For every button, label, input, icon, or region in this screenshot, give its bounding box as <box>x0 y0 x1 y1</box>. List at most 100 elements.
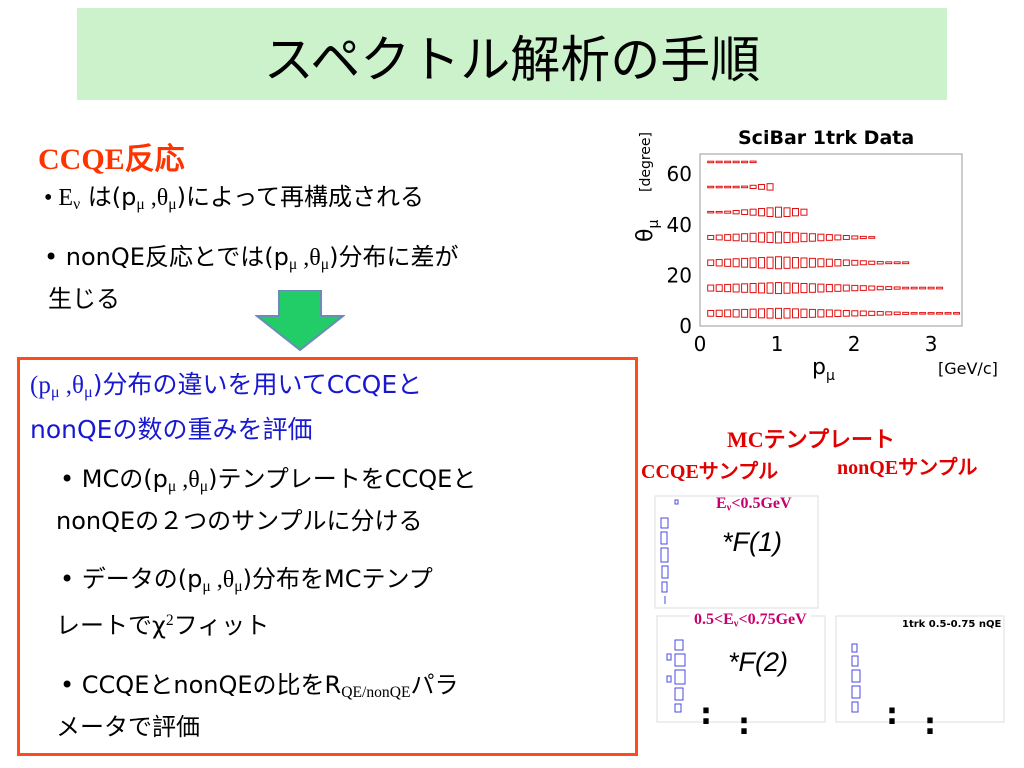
histogram-box <box>834 234 842 241</box>
histogram-box <box>783 207 791 218</box>
histogram-box <box>808 257 816 268</box>
histogram-box <box>902 286 910 290</box>
histogram-box <box>859 285 867 291</box>
bullet-distribution-difference: • nonQE反応とでは(pμ ,θμ)分布に差が 生じる <box>44 240 458 316</box>
histogram-box <box>707 185 715 189</box>
x-axis-unit: [GeV/c] <box>938 359 998 378</box>
x-axis-label: pμ <box>812 355 835 384</box>
histogram-box <box>732 233 740 242</box>
histogram-box <box>766 308 774 319</box>
histogram-box <box>808 233 816 242</box>
continuation-dots: : <box>700 697 712 732</box>
histogram-box <box>893 261 901 265</box>
scibar-data-plot: SciBar 1trk Data 0 20 40 60 0 1 2 3 θμ [degree… <box>633 127 998 384</box>
bullet-text: レートでχ <box>56 611 166 640</box>
page-title: スペクトル解析の手順 <box>263 31 761 89</box>
method-box: (pμ ,θμ)分布の違いを用いてCCQEと nonQEの数の重みを評価 • M… <box>17 357 638 756</box>
histogram-box <box>851 259 859 266</box>
histogram-box <box>749 208 757 216</box>
histogram-box <box>766 231 774 244</box>
bullet-ratio-parameter: • CCQEとnonQEの比をRQE/nonQEパラ メータで評価 <box>56 668 459 744</box>
histogram-box <box>749 283 757 294</box>
box-heading-text: (p <box>30 372 51 399</box>
continuation-dots: : <box>738 707 750 742</box>
histogram-box <box>851 284 859 292</box>
plot-title: SciBar 1trk Data <box>738 127 914 149</box>
y-ticks: 0 20 40 60 <box>667 162 692 338</box>
histogram-box <box>749 160 757 164</box>
histogram-box <box>927 286 935 290</box>
continuation-dots: : <box>886 697 898 732</box>
histogram-box <box>902 261 910 265</box>
histogram-box <box>741 209 749 216</box>
bullet-chi2-fit: • データの(pμ ,θμ)分布をMCテンプ レートでχ2フィット <box>56 562 433 642</box>
histogram-box <box>936 286 944 290</box>
histogram-box <box>732 210 740 215</box>
histogram-box <box>724 185 732 189</box>
histogram-box <box>893 311 901 316</box>
histogram-box <box>715 259 723 267</box>
bullet-text: ,θ <box>176 467 200 493</box>
histogram-box <box>893 286 901 290</box>
histogram-box <box>783 282 791 294</box>
histogram-box <box>825 309 833 318</box>
x-tick-label: 3 <box>925 332 938 356</box>
thumb-title: 1trk 0.5-0.75 nQE <box>902 619 1001 630</box>
histogram-box <box>741 233 749 242</box>
subscript: μ <box>50 383 60 402</box>
histogram-box <box>876 311 884 316</box>
nonqe-sample-label: nonQEサンプル <box>837 457 978 479</box>
bullet-text: • MCの(p <box>60 465 168 493</box>
y-axis-unit: [degree] <box>638 132 654 192</box>
histogram-box <box>724 160 732 164</box>
histogram-box <box>834 309 842 317</box>
histogram-box <box>775 231 783 244</box>
histogram-box <box>885 261 893 265</box>
histogram-box <box>859 235 867 240</box>
ccqe-template-bin2 <box>655 614 827 724</box>
histogram-box <box>817 233 825 242</box>
bullet-text: • E <box>44 185 74 211</box>
histogram-box <box>732 258 740 268</box>
bullet-text: ,θ <box>297 245 321 271</box>
subscript: μ <box>199 477 209 495</box>
bullet-text: ,θ <box>210 567 235 593</box>
histogram-box <box>707 309 715 317</box>
histogram-box <box>758 183 766 190</box>
histogram-box <box>885 286 893 290</box>
histogram-box <box>715 234 723 241</box>
histogram-box <box>842 234 850 240</box>
superscript: 2 <box>165 611 174 629</box>
bullet-text: • データの(p <box>60 565 203 593</box>
histogram-box <box>775 282 783 295</box>
section-title: CCQE反応 <box>38 134 185 178</box>
histogram-box <box>749 257 757 269</box>
histogram-box <box>791 308 799 319</box>
histogram-box <box>741 283 749 293</box>
y-tick-label: 0 <box>679 314 692 338</box>
histogram-box <box>758 232 766 243</box>
histogram-box <box>732 309 740 318</box>
histogram-box <box>758 282 766 294</box>
bullet-text: • nonQE反応とでは(p <box>44 243 289 271</box>
subscript: μ <box>167 477 177 495</box>
histogram-box <box>876 285 884 291</box>
histogram-box <box>817 258 825 268</box>
histogram-box <box>775 307 783 319</box>
y-tick-label: 60 <box>667 162 692 186</box>
histogram-box <box>791 232 799 243</box>
subscript: ν <box>73 195 81 213</box>
histogram-box <box>817 283 825 293</box>
plot-boxes <box>707 160 961 319</box>
bullet-text: )分布に差が <box>329 243 459 271</box>
bullet-text-line2: nonQEの２つのサンプルに分ける <box>56 506 423 535</box>
histogram-box <box>724 258 732 267</box>
histogram-box <box>707 234 715 240</box>
mc-template-header: MCテンプレート <box>727 427 895 452</box>
histogram-box <box>825 234 833 241</box>
bullet-text: フィット <box>173 611 270 640</box>
histogram-box <box>817 309 825 318</box>
histogram-box <box>808 308 816 318</box>
histogram-box <box>715 185 723 189</box>
histogram-box <box>741 160 749 164</box>
